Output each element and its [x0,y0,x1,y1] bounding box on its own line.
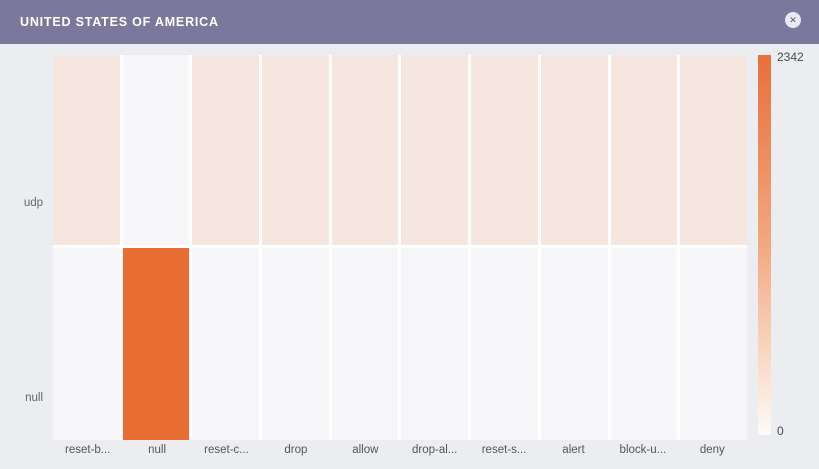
colorbar-max-label: 2342 [777,50,804,64]
heatmap-cell-null-drop[interactable] [262,248,329,440]
heatmap-cell-udp-deny[interactable] [680,55,747,245]
heatmap-cell-udp-allow[interactable] [331,55,399,245]
x-axis-label-block-u: block-u... [619,444,667,456]
heatmap-cell-udp-reset-s[interactable] [471,55,538,245]
x-axis-label-drop-al: drop-al... [412,444,458,456]
x-axis-label-alert: alert [562,444,585,456]
x-axis-label-drop: drop [284,444,308,456]
colorbar-gradient[interactable] [758,55,771,435]
heatmap-cell-null-deny[interactable] [680,248,747,440]
x-axis-label-reset-c: reset-c... [204,444,249,456]
heatmap-cell-udp-drop-al[interactable] [401,55,469,245]
y-axis-label-null: null [25,392,43,404]
heatmap-cell-null-allow[interactable] [331,248,399,440]
heatmap-cell-udp-null[interactable] [122,55,190,245]
x-axis-label-allow: allow [352,444,379,456]
heatmap-grid [53,55,747,440]
x-axis-label-reset-b: reset-b... [65,444,111,456]
heatmap-cell-null-block-u[interactable] [610,248,678,440]
heatmap-cell-null-reset-b[interactable] [53,248,120,440]
x-axis-label-reset-s: reset-s... [481,444,527,456]
heatmap-cell-null-alert[interactable] [540,248,608,440]
colorbar-min-label: 0 [777,424,784,438]
x-axis-label-deny: deny [699,444,725,456]
panel-header: UNITED STATES OF AMERICA ✕ [0,0,819,44]
heatmap-cell-udp-drop[interactable] [262,55,329,245]
heatmap-cell-udp-reset-b[interactable] [53,55,120,245]
heatmap-cell-udp-block-u[interactable] [610,55,678,245]
x-axis: reset-b... null reset-c... drop allow drop-al… [53,444,747,460]
x-axis-label-null: null [148,444,167,456]
heatmap-cell-udp-alert[interactable] [540,55,608,245]
close-button[interactable]: ✕ [785,12,801,28]
y-axis: udp null [0,55,45,440]
y-axis-label-udp: udp [23,197,43,209]
panel-title: UNITED STATES OF AMERICA [20,15,219,29]
heatmap-cell-null-null[interactable] [122,248,190,440]
heatmap-cell-null-drop-al[interactable] [401,248,469,440]
close-icon: ✕ [789,14,797,25]
heatmap-cell-udp-reset-c[interactable] [192,55,260,245]
heatmap-cell-null-reset-c[interactable] [192,248,260,440]
heatmap-cell-null-reset-s[interactable] [471,248,538,440]
